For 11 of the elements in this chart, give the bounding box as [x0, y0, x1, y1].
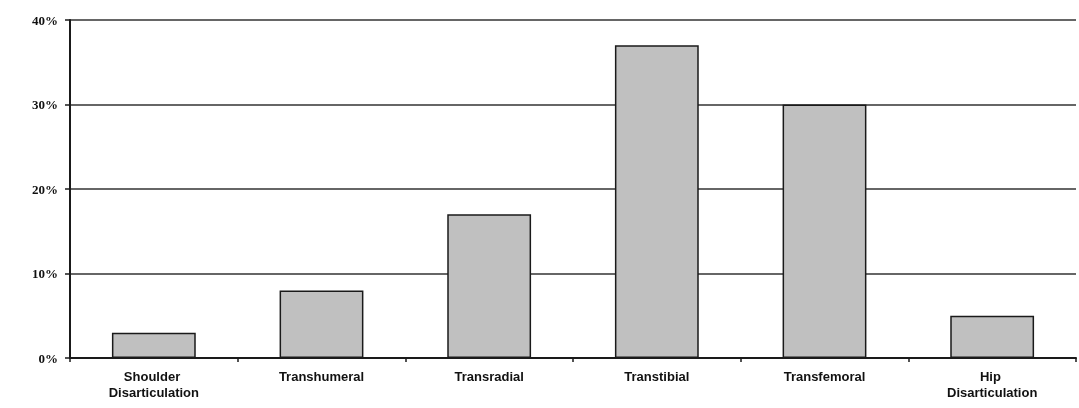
x-tick-label: Transfemoral — [783, 368, 866, 384]
x-tick-label: Transradial — [454, 368, 524, 384]
x-tick-label: Transhumeral — [278, 368, 365, 384]
y-tick-label: 20% — [32, 181, 58, 197]
x-tick-label: Hip Disarticulation — [947, 368, 1038, 400]
y-tick-label: 10% — [32, 266, 58, 281]
x-tick-label: Transtibial — [624, 368, 690, 384]
y-tick-label: 40% — [32, 12, 58, 28]
y-tick-label: 30% — [32, 97, 58, 112]
x-tick-label: Shoulder Disarticulation — [108, 368, 200, 400]
y-tick-label: 0% — [38, 350, 58, 366]
